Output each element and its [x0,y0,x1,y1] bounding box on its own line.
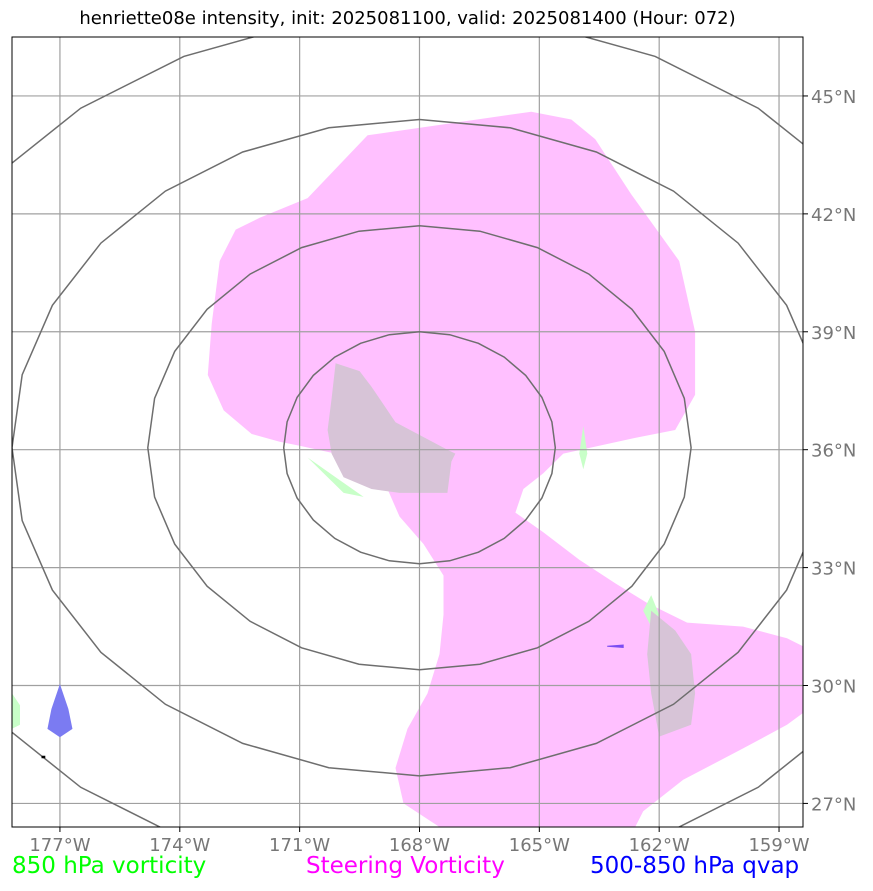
qvap-west-patch [47,683,73,738]
chart-title: henriette08e intensity, init: 2025081100… [79,8,736,29]
range-ring-1 [282,331,557,565]
y-tick-label: 27°N [811,794,856,815]
x-tick-label: 159°W [748,835,809,856]
range-ring-3 [12,118,803,777]
x-tick-label: 168°W [389,835,450,856]
x-tick-label: 177°W [29,835,90,856]
y-tick-label: 30°N [811,677,856,698]
qvap-east-streak [607,644,624,648]
850-hpa-vorticity-area-1 [579,426,588,470]
y-tick-label: 36°N [811,441,856,462]
legend-qvap: 500-850 hPa qvap [590,853,800,879]
black-dot [41,755,46,759]
y-tick-label: 33°N [811,559,856,580]
x-tick-label: 162°W [629,835,690,856]
y-tick-label: 42°N [811,205,856,226]
y-tick-label: 39°N [811,323,856,344]
legend-steering-vorticity: Steering Vorticity [306,853,505,879]
y-tick-label: 45°N [811,87,856,108]
850-hpa-vorticity-area-0 [307,457,364,497]
overlap-area-0 [327,363,456,493]
range-ring-2 [147,224,692,671]
steering-vorticity-area-0 [207,111,803,827]
x-tick-label: 171°W [269,835,330,856]
legend-850-vorticity: 850 hPa vorticity [12,853,207,879]
850-hpa-vorticity-area-3 [12,693,20,729]
plot-frame [11,36,804,828]
range-ring-4 [12,37,803,827]
x-tick-label: 165°W [509,835,570,856]
x-tick-label: 174°W [149,835,210,856]
